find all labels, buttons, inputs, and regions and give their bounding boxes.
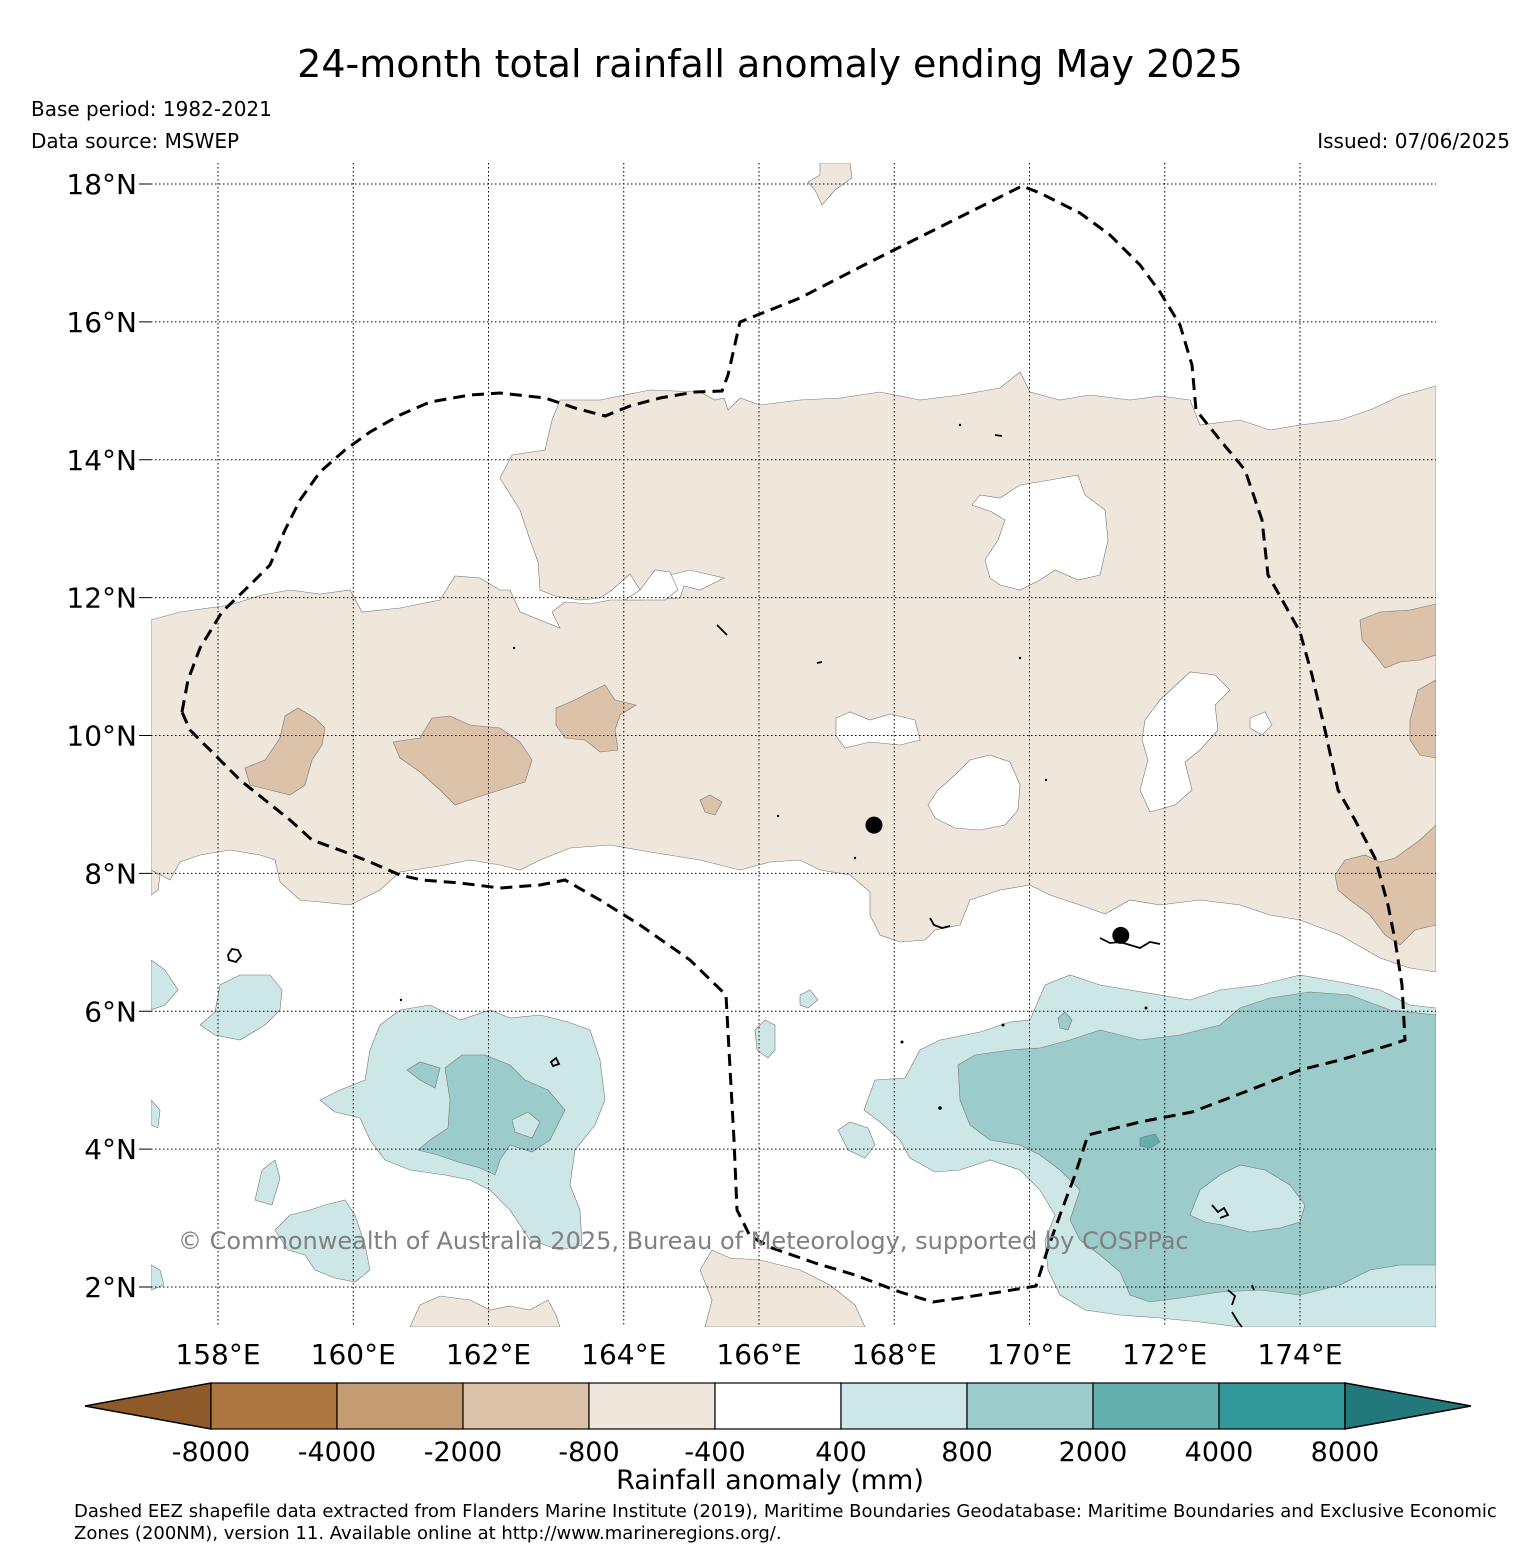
issued-date-label: Issued: 07/06/2025 bbox=[1317, 129, 1510, 153]
latitude-labels: 18°N 16°N 14°N 12°N 10°N 8°N 6°N 4°N 2°N bbox=[66, 168, 137, 1304]
lon-label-8: 174°E bbox=[1257, 1338, 1342, 1371]
lat-label-7: 4°N bbox=[84, 1133, 137, 1166]
colorbar-tick-label-5: 400 bbox=[815, 1437, 867, 1468]
copyright-watermark: © Commonwealth of Australia 2025, Bureau… bbox=[178, 1227, 1189, 1255]
anomaly-region-wet-small-1 bbox=[754, 1019, 776, 1059]
lon-label-2: 162°E bbox=[446, 1338, 531, 1371]
colorbar-extend-high bbox=[1344, 1382, 1472, 1430]
anomaly-region-extreme-wet bbox=[1139, 1133, 1161, 1149]
lon-label-7: 172°E bbox=[1122, 1338, 1207, 1371]
lat-label-0: 18°N bbox=[66, 168, 137, 201]
anomaly-region-dry-edge bbox=[151, 869, 161, 896]
lat-label-4: 10°N bbox=[66, 720, 137, 753]
colorbar-tick-label-6: 800 bbox=[941, 1437, 993, 1468]
anomaly-region-hole-4 bbox=[1139, 671, 1231, 813]
anomaly-region-dry-south bbox=[699, 1249, 866, 1327]
base-period-label: Base period: 1982-2021 bbox=[31, 97, 272, 121]
colorbar-tick-label-8: 4000 bbox=[1185, 1437, 1254, 1468]
colorbar-swatch-4 bbox=[714, 1382, 842, 1430]
anomaly-region-wet-southwest bbox=[274, 1199, 371, 1283]
colorbar-swatch-2 bbox=[462, 1382, 590, 1430]
colorbar-tick-label-3: -800 bbox=[558, 1437, 619, 1468]
anomaly-region-wet-small-4 bbox=[254, 1159, 281, 1206]
colorbar-tick-label-9: 8000 bbox=[1311, 1437, 1380, 1468]
anomaly-region-dry-band-north bbox=[807, 163, 853, 206]
anomaly-region-wet-edge-1 bbox=[151, 959, 179, 1011]
anomaly-region-very-dry-7 bbox=[1334, 824, 1436, 946]
colorbar-title: Rainfall anomaly (mm) bbox=[616, 1465, 924, 1496]
colorbar: -8000 -4000 -2000 -800 -400 400 800 2000 4000 800… bbox=[84, 1382, 1472, 1468]
anomaly-region-very-wet-central bbox=[417, 1054, 566, 1176]
anomaly-region-very-dry-4 bbox=[699, 794, 723, 816]
graticule bbox=[139, 163, 1436, 1327]
islet-dots bbox=[399, 423, 1148, 1110]
colorbar-swatch-7 bbox=[1092, 1382, 1220, 1430]
colorbar-tick-label-0: -8000 bbox=[172, 1437, 250, 1468]
anomaly-region-hole-6 bbox=[1249, 711, 1273, 736]
anomaly-region-very-wet-east bbox=[957, 991, 1436, 1303]
colorbar-tick-label-7: 2000 bbox=[1059, 1437, 1128, 1468]
lat-label-3: 12°N bbox=[66, 582, 137, 615]
eez-boundary bbox=[180, 184, 1407, 1304]
lon-label-3: 164°E bbox=[581, 1338, 666, 1371]
anomaly-region-dry-southwest bbox=[409, 1295, 561, 1327]
lon-label-6: 170°E bbox=[987, 1338, 1072, 1371]
anomaly-region-wet-edge-2 bbox=[151, 1099, 161, 1129]
anomaly-layer bbox=[151, 163, 1436, 1327]
colorbar-swatch-0 bbox=[210, 1382, 338, 1430]
anomaly-region-very-wet-small-1 bbox=[406, 1061, 441, 1089]
colorbar-extend-low bbox=[84, 1382, 212, 1430]
colorbar-swatch-1 bbox=[336, 1382, 464, 1430]
anomaly-region-very-dry-2 bbox=[244, 707, 326, 796]
colorbar-swatch-5 bbox=[840, 1382, 968, 1430]
anomaly-region-very-dry-1 bbox=[392, 715, 533, 806]
lon-label-0: 158°E bbox=[175, 1338, 260, 1371]
anomaly-region-wet-west bbox=[199, 974, 283, 1041]
colorbar-swatch-6 bbox=[966, 1382, 1094, 1430]
anomaly-region-dry-band bbox=[151, 371, 1436, 973]
lat-label-6: 6°N bbox=[84, 995, 137, 1028]
footnote: Dashed EEZ shapefile data extracted from… bbox=[74, 1501, 1497, 1544]
colorbar-tick-label-1: -4000 bbox=[298, 1437, 376, 1468]
longitude-labels: 158°E 160°E 162°E 164°E 166°E 168°E 170°E 172°E… bbox=[175, 1338, 1342, 1371]
lon-label-1: 160°E bbox=[311, 1338, 396, 1371]
lat-label-5: 8°N bbox=[84, 857, 137, 890]
lat-label-8: 2°N bbox=[84, 1271, 137, 1304]
colorbar-swatch-3 bbox=[588, 1382, 716, 1430]
anomaly-region-wet-edge-3 bbox=[151, 1264, 165, 1291]
data-source-label: Data source: MSWEP bbox=[31, 129, 240, 153]
anomaly-region-hole-3 bbox=[835, 711, 921, 749]
lat-label-2: 14°N bbox=[66, 444, 137, 477]
atoll-outlines bbox=[227, 434, 1255, 1328]
location-markers bbox=[865, 816, 1130, 944]
lon-label-4: 166°E bbox=[716, 1338, 801, 1371]
anomaly-region-wet-hole-2 bbox=[511, 1111, 541, 1139]
anomaly-region-very-dry-5 bbox=[1359, 603, 1436, 669]
anomaly-region-very-dry-6 bbox=[1409, 679, 1436, 759]
marker-1 bbox=[865, 816, 883, 834]
anomaly-region-hole-5 bbox=[624, 569, 679, 601]
colorbar-swatch-8 bbox=[1218, 1382, 1346, 1430]
chart-title: 24-month total rainfall anomaly ending M… bbox=[297, 42, 1243, 86]
anomaly-region-wet-hole bbox=[1189, 1164, 1306, 1233]
colorbar-tick-label-4: -400 bbox=[684, 1437, 745, 1468]
lon-label-5: 168°E bbox=[852, 1338, 937, 1371]
anomaly-region-wet-small-2 bbox=[799, 989, 819, 1009]
anomaly-region-wet-small-3 bbox=[837, 1121, 876, 1159]
marker-2 bbox=[1112, 926, 1130, 944]
anomaly-region-hole-2 bbox=[927, 754, 1021, 831]
anomaly-region-very-wet-small-2 bbox=[1057, 1011, 1073, 1031]
lat-label-1: 16°N bbox=[66, 306, 137, 339]
colorbar-tick-label-2: -2000 bbox=[424, 1437, 502, 1468]
